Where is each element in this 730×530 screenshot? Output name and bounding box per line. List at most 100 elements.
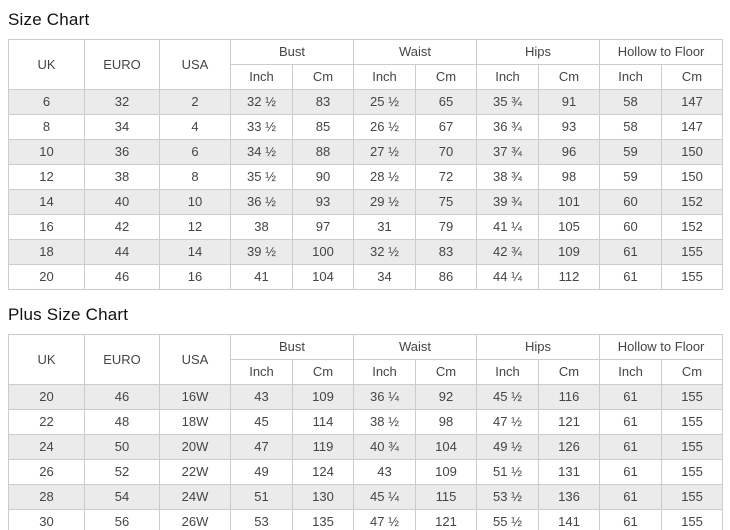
table-cell: 26 — [8, 459, 85, 485]
table-cell: 38 — [230, 214, 293, 240]
table-cell: 155 — [661, 409, 724, 435]
table-cell: 6 — [8, 89, 85, 115]
table-cell: 32 ½ — [230, 89, 293, 115]
table-cell: 51 — [230, 484, 293, 510]
table-cell: 61 — [599, 384, 663, 410]
table-row: 26 52 22W 49 124 43 109 51 ½ 131 61 155 — [8, 459, 724, 485]
table-cell: 44 — [84, 239, 160, 265]
column-subheader-cm: Cm — [661, 64, 724, 90]
table-cell: 59 — [599, 139, 663, 165]
table-cell: 38 ¾ — [476, 164, 540, 190]
table-cell: 93 — [291, 189, 355, 215]
table-cell: 61 — [599, 239, 663, 265]
table-cell: 50 — [84, 434, 160, 460]
table-cell: 55 ½ — [476, 509, 540, 530]
table-cell: 112 — [538, 264, 601, 290]
table-cell: 152 — [661, 214, 724, 240]
column-group-bust: Bust — [229, 334, 355, 360]
table-cell: 61 — [599, 484, 663, 510]
table-cell: 29 ½ — [353, 189, 417, 215]
column-group-waist: Waist — [353, 39, 478, 65]
table-cell: 116 — [538, 384, 601, 410]
table-row: 20 46 16 41 104 34 86 44 ¼ 112 61 155 — [8, 264, 724, 290]
table-cell: 155 — [661, 459, 724, 485]
table-cell: 34 — [84, 114, 160, 140]
table-cell: 104 — [415, 434, 478, 460]
table-cell: 4 — [159, 114, 231, 140]
table-cell: 20 — [8, 264, 85, 290]
table-cell: 105 — [538, 214, 601, 240]
table-cell: 39 ¾ — [476, 189, 540, 215]
plus-size-chart-body: 20 46 16W 43 109 36 ¼ 92 45 ½ 116 61 155 22 48 18W 45 1… — [8, 384, 724, 530]
table-cell: 43 — [230, 384, 293, 410]
table-cell: 12 — [159, 214, 231, 240]
column-group-hips: Hips — [476, 39, 601, 65]
column-subheader-inch: Inch — [476, 64, 540, 90]
table-cell: 31 — [353, 214, 417, 240]
table-row: 8 34 4 33 ½ 85 26 ½ 67 36 ¾ 93 58 147 — [8, 114, 724, 140]
column-subheader-inch: Inch — [230, 359, 293, 385]
table-cell: 61 — [599, 459, 663, 485]
table-cell: 65 — [415, 89, 478, 115]
table-cell: 53 ½ — [476, 484, 540, 510]
table-cell: 126 — [538, 434, 601, 460]
table-row: 18 44 14 39 ½ 100 32 ½ 83 42 ¾ 109 61 155 — [8, 239, 724, 265]
table-cell: 42 ¾ — [476, 239, 540, 265]
table-cell: 18 — [8, 239, 85, 265]
table-cell: 141 — [538, 509, 601, 530]
column-subheader-cm: Cm — [415, 64, 478, 90]
column-header-uk: UK — [8, 334, 85, 385]
table-cell: 47 — [230, 434, 293, 460]
table-cell: 155 — [661, 239, 724, 265]
table-cell: 90 — [291, 164, 355, 190]
table-cell: 85 — [291, 114, 355, 140]
table-cell: 14 — [159, 239, 231, 265]
table-cell: 91 — [538, 89, 601, 115]
column-group-waist: Waist — [353, 334, 478, 360]
table-cell: 86 — [415, 264, 478, 290]
table-cell: 75 — [415, 189, 478, 215]
table-cell: 135 — [291, 509, 355, 530]
table-cell: 24W — [159, 484, 231, 510]
table-cell: 33 ½ — [230, 114, 293, 140]
table-cell: 16 — [8, 214, 85, 240]
table-cell: 22 — [8, 409, 85, 435]
table-cell: 58 — [599, 89, 663, 115]
table-cell: 2 — [159, 89, 231, 115]
table-cell: 52 — [84, 459, 160, 485]
table-cell: 109 — [415, 459, 478, 485]
table-row: 30 56 26W 53 135 47 ½ 121 55 ½ 141 61 155 — [8, 509, 724, 530]
table-cell: 54 — [84, 484, 160, 510]
table-cell: 40 — [84, 189, 160, 215]
table-cell: 42 — [84, 214, 160, 240]
table-cell: 34 ½ — [230, 139, 293, 165]
table-row: 12 38 8 35 ½ 90 28 ½ 72 38 ¾ 98 59 150 — [8, 164, 724, 190]
table-cell: 12 — [8, 164, 85, 190]
table-cell: 16W — [159, 384, 231, 410]
table-cell: 79 — [415, 214, 478, 240]
table-row: 28 54 24W 51 130 45 ¼ 115 53 ½ 136 61 155 — [8, 484, 724, 510]
column-subheader-cm: Cm — [415, 359, 478, 385]
table-cell: 36 ½ — [230, 189, 293, 215]
table-cell: 155 — [661, 434, 724, 460]
table-row: 6 32 2 32 ½ 83 25 ½ 65 35 ¾ 91 58 147 — [8, 89, 724, 115]
plus-size-chart-header: UK EURO USA Bust Waist Hips Hollow to Fl… — [8, 334, 724, 385]
size-chart-header: UK EURO USA Bust Waist Hips Hollow to Fl… — [8, 39, 724, 90]
column-group-bust: Bust — [229, 39, 355, 65]
column-subheader-cm: Cm — [291, 359, 355, 385]
table-cell: 97 — [291, 214, 355, 240]
column-header-uk: UK — [8, 39, 85, 90]
size-chart-title: Size Chart — [8, 10, 90, 29]
table-cell: 60 — [599, 214, 663, 240]
table-cell: 25 ½ — [353, 89, 417, 115]
table-cell: 155 — [661, 384, 724, 410]
table-cell: 46 — [84, 384, 160, 410]
table-cell: 98 — [538, 164, 601, 190]
table-cell: 24 — [8, 434, 85, 460]
table-cell: 6 — [159, 139, 231, 165]
table-cell: 44 ¼ — [476, 264, 540, 290]
table-cell: 119 — [291, 434, 355, 460]
table-cell: 121 — [415, 509, 478, 530]
table-cell: 26 ½ — [353, 114, 417, 140]
table-cell: 88 — [291, 139, 355, 165]
